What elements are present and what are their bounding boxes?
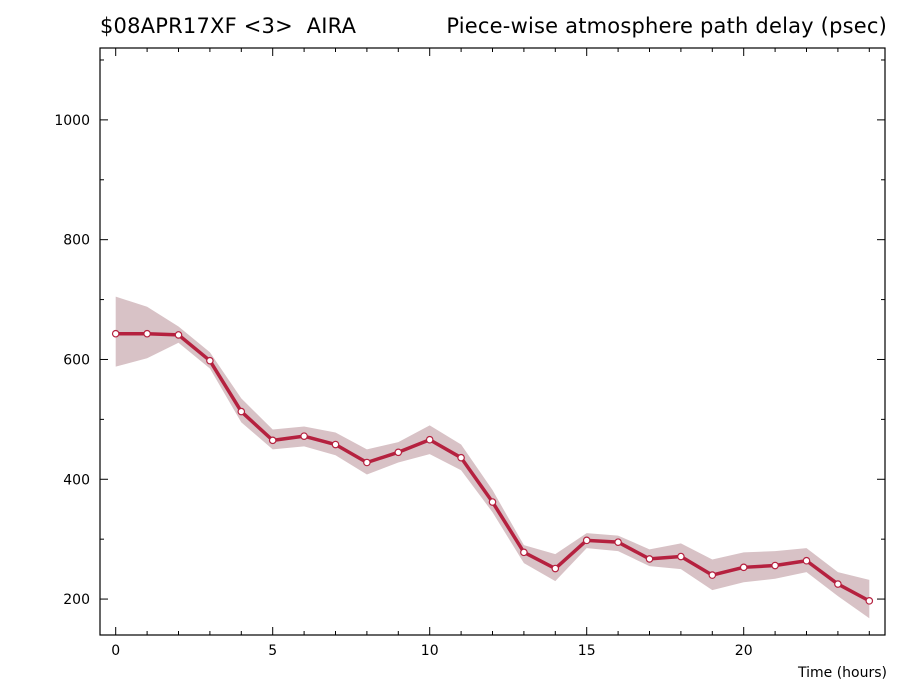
data-point <box>237 407 246 416</box>
x-tick-label: 0 <box>111 643 120 659</box>
data-point <box>865 597 874 605</box>
y-tick-label: 1000 <box>54 113 90 129</box>
data-point <box>268 436 277 445</box>
data-point <box>551 564 560 573</box>
data-point <box>582 536 591 545</box>
error-band <box>115 296 870 619</box>
data-point <box>677 552 685 561</box>
plot-frame <box>99 47 886 636</box>
data-point <box>300 432 308 440</box>
data-point <box>802 556 811 565</box>
y-tick-label: 200 <box>63 592 90 608</box>
data-point <box>425 435 434 444</box>
data-point <box>645 555 654 563</box>
data-point <box>331 440 340 449</box>
data-point <box>520 548 528 557</box>
data-point <box>363 458 371 467</box>
axes-layer: 0 5 10 15 20 200 400 600 800 1000 <box>54 47 886 659</box>
chart-title: Piece-wise atmosphere path delay (psec) <box>446 14 887 38</box>
x-tick-label: 15 <box>578 643 596 659</box>
x-axis-label: Time (hours) <box>798 665 887 681</box>
data-point <box>457 453 465 462</box>
data-point <box>771 561 779 570</box>
chart-source-title: $08APR17XF <3> AIRA <box>100 14 357 38</box>
data-point <box>394 448 403 457</box>
y-tick-label: 600 <box>63 352 90 368</box>
data-point <box>708 571 717 579</box>
data-point <box>143 329 151 338</box>
data-point <box>834 580 842 588</box>
x-tick-label: 5 <box>268 643 277 659</box>
y-tick-label: 800 <box>63 233 90 249</box>
data-point <box>174 331 183 339</box>
x-tick-label: 10 <box>421 643 439 659</box>
data-point <box>739 563 748 572</box>
data-point <box>614 538 622 546</box>
data-point <box>111 329 120 338</box>
marker-layer <box>111 329 874 605</box>
x-tick-label: 20 <box>735 643 753 659</box>
error-band-layer <box>115 296 870 619</box>
data-point <box>206 356 214 365</box>
data-point <box>488 498 497 506</box>
y-tick-label: 400 <box>63 472 90 488</box>
